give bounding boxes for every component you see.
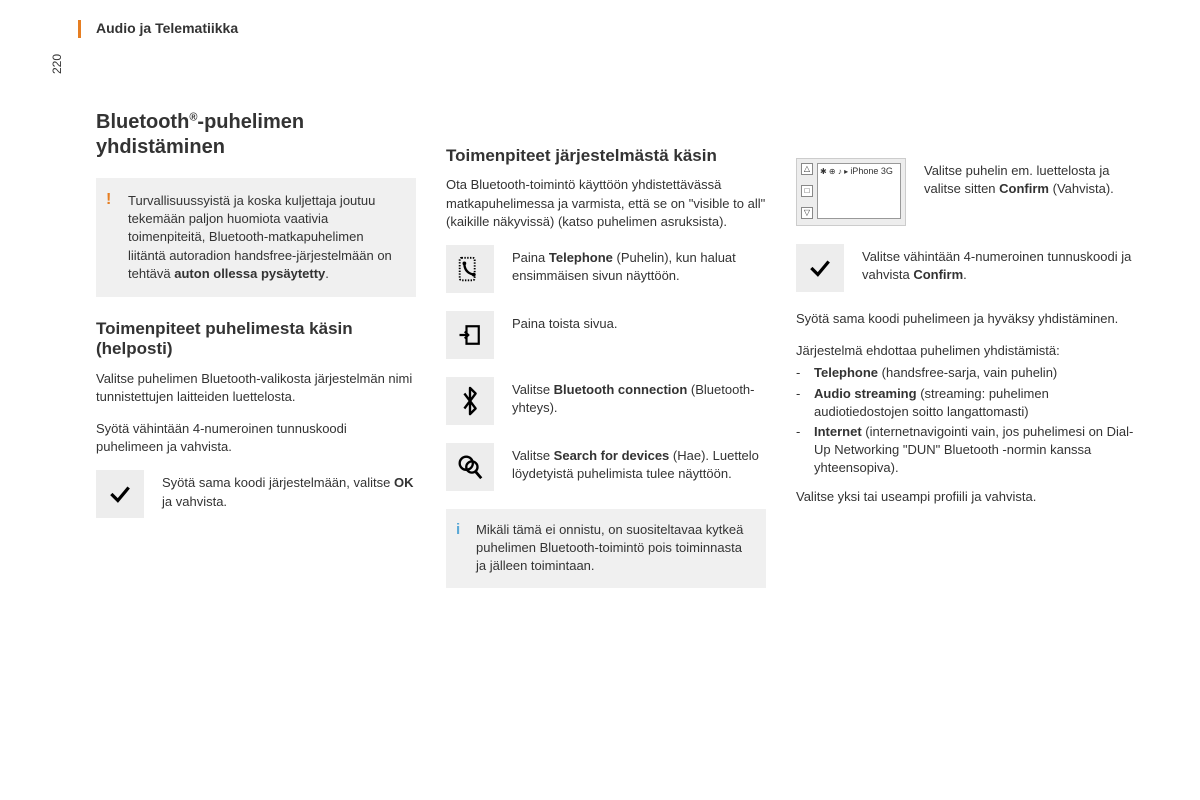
step-text: Valitse puhelin em. luettelosta ja valit… <box>924 158 1136 198</box>
paragraph: Järjestelmä ehdottaa puhelimen yhdistämi… <box>796 342 1136 360</box>
step-pin-confirm: Valitse vähintään 4-numeroinen tunnuskoo… <box>796 244 1136 292</box>
paragraph: Valitse puhelimen Bluetooth-valikosta jä… <box>96 370 416 406</box>
check-icon <box>796 244 844 292</box>
step-telephone: Paina Telephone (Puhelin), kun haluat en… <box>446 245 766 293</box>
step-search: Valitse Search for devices (Hae). Luette… <box>446 443 766 491</box>
profile-list: -Telephone (handsfree-sarja, vain puheli… <box>796 364 1136 477</box>
scroll-buttons: △ □ ▽ <box>801 163 813 219</box>
phone-name: iPhone 3G <box>850 166 893 176</box>
step-text: Valitse Search for devices (Hae). Luette… <box>512 443 766 483</box>
step-text: Syötä sama koodi järjestelmään, valitse … <box>162 470 416 510</box>
subheading-phone-ops: Toimenpiteet puhelimesta käsin (helposti… <box>96 319 416 360</box>
telephone-icon <box>446 245 494 293</box>
paragraph: Valitse yksi tai useampi profiili ja vah… <box>796 488 1136 506</box>
section-tab <box>78 20 81 38</box>
bluetooth-icon <box>446 377 494 425</box>
scroll-down-icon: ▽ <box>801 207 813 219</box>
list-item: -Telephone (handsfree-sarja, vain puheli… <box>796 364 1136 382</box>
status-icons: ✱ ⊕ ♪ ▸ <box>820 167 850 176</box>
phone-list-graphic: △ □ ▽ ✱ ⊕ ♪ ▸ iPhone 3G <box>796 158 906 226</box>
info-text: Mikäli tämä ei onnistu, on suositeltavaa… <box>476 521 754 576</box>
page-next-icon <box>446 311 494 359</box>
phone-list-content: ✱ ⊕ ♪ ▸ iPhone 3G <box>817 163 901 219</box>
step-select-phone: △ □ ▽ ✱ ⊕ ♪ ▸ iPhone 3G Valitse puhelin … <box>796 158 1136 226</box>
info-icon: i <box>456 519 460 540</box>
step-text: Valitse vähintään 4-numeroinen tunnuskoo… <box>862 244 1136 284</box>
page-number: 220 <box>50 54 64 74</box>
safety-warning-box: ! Turvallisuussyistä ja koska kuljettaja… <box>96 178 416 297</box>
check-icon <box>96 470 144 518</box>
step-confirm: Syötä sama koodi järjestelmään, valitse … <box>96 470 416 518</box>
step-text: Valitse Bluetooth connection (Bluetooth-… <box>512 377 766 417</box>
step-text: Paina Telephone (Puhelin), kun haluat en… <box>512 245 766 285</box>
column-left: Bluetooth®-puhelimen yhdistäminen ! Turv… <box>96 110 416 588</box>
info-box: i Mikäli tämä ei onnistu, on suositeltav… <box>446 509 766 588</box>
warning-text: Turvallisuussyistä ja koska kuljettaja j… <box>128 192 402 283</box>
scroll-mid-icon: □ <box>801 185 813 197</box>
column-middle: Toimenpiteet järjestelmästä käsin Ota Bl… <box>446 110 766 588</box>
title-part1: Bluetooth <box>96 111 189 133</box>
paragraph: Syötä sama koodi puhelimeen ja hyväksy y… <box>796 310 1136 328</box>
section-header: Audio ja Telematiikka <box>96 20 238 36</box>
paragraph: Syötä vähintään 4-numeroinen tunnuskoodi… <box>96 420 416 456</box>
paragraph: Ota Bluetooth-toimintö käyttöön yhdistet… <box>446 176 766 231</box>
step-bluetooth: Valitse Bluetooth connection (Bluetooth-… <box>446 377 766 425</box>
step-text: Paina toista sivua. <box>512 311 618 333</box>
step-next-page: Paina toista sivua. <box>446 311 766 359</box>
main-heading: Bluetooth®-puhelimen yhdistäminen <box>96 110 416 160</box>
search-icon <box>446 443 494 491</box>
scroll-up-icon: △ <box>801 163 813 175</box>
list-item: -Internet (internetnavigointi vain, jos … <box>796 423 1136 478</box>
content-columns: Bluetooth®-puhelimen yhdistäminen ! Turv… <box>96 110 1136 588</box>
subheading-system-ops: Toimenpiteet järjestelmästä käsin <box>446 146 766 166</box>
warning-icon: ! <box>106 189 111 211</box>
list-item: -Audio streaming (streaming: puhelimen a… <box>796 385 1136 421</box>
column-right: △ □ ▽ ✱ ⊕ ♪ ▸ iPhone 3G Valitse puhelin … <box>796 110 1136 588</box>
